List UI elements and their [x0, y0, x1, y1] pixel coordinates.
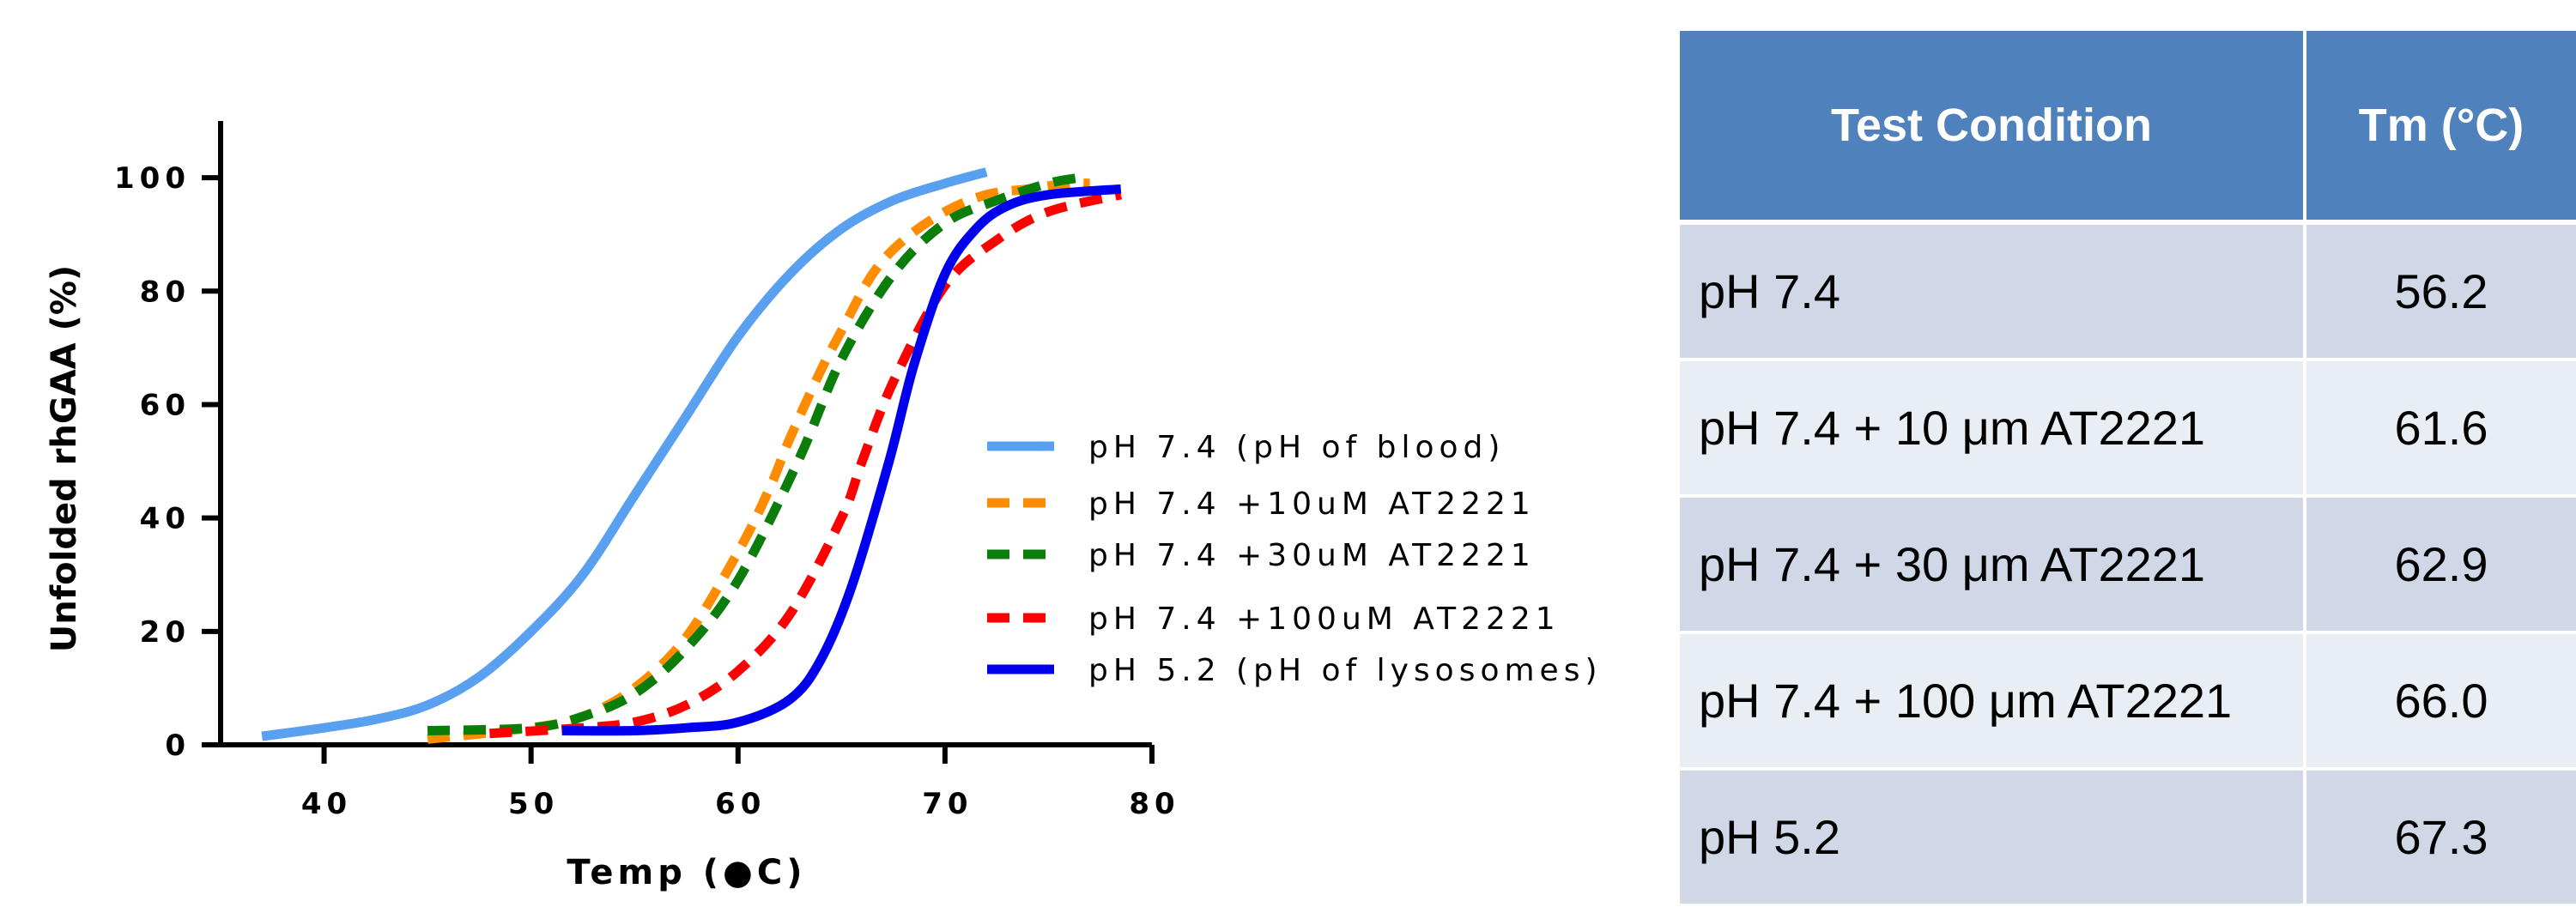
- y-tick-label: 60: [140, 388, 191, 422]
- y-tick-label: 100: [114, 161, 191, 196]
- table-header-row: Test Condition Tm (°C): [1680, 31, 2576, 225]
- table-row: pH 7.4 + 30 μm AT2221 62.9: [1680, 496, 2576, 634]
- x-tick-label: 50: [508, 787, 559, 821]
- chart-svg: 40 50 60 70 80 0 20 40 60 80 100 Temp (●C) Unfolded …: [45, 121, 1603, 892]
- melting-curve-chart: 40 50 60 70 80 0 20 40 60 80 100 Temp (●C) Unfolded …: [45, 121, 1603, 892]
- row-tm: 66.0: [2305, 632, 2576, 771]
- x-tick-label: 70: [922, 787, 973, 821]
- series-line-2: [427, 178, 1090, 744]
- table-row: pH 7.4 56.2: [1680, 222, 2576, 361]
- row-tm: 61.6: [2305, 360, 2576, 498]
- row-condition: pH 5.2: [1680, 769, 2306, 907]
- y-axis-title: Unfolded rhGAA (%): [45, 265, 84, 652]
- x-axis-title: Temp (●C): [567, 853, 806, 892]
- header-test-condition: Test Condition: [1680, 31, 2306, 225]
- y-tick-label: 40: [140, 502, 191, 536]
- series-line-3: [427, 172, 1081, 735]
- row-tm: 56.2: [2305, 222, 2576, 361]
- legend-label: pH 7.4 (pH of blood): [1088, 430, 1505, 465]
- y-tick-label: 20: [140, 615, 191, 650]
- x-tick-label: 60: [715, 787, 766, 821]
- series-line-1: [261, 167, 988, 741]
- y-tick-label: 0: [165, 729, 191, 763]
- series-line-4: [489, 190, 1123, 739]
- row-tm: 67.3: [2305, 769, 2576, 907]
- series-line-5: [561, 184, 1122, 736]
- legend-label: pH 7.4 +100uM AT2221: [1088, 602, 1561, 637]
- legend-label: pH 7.4 +10uM AT2221: [1088, 487, 1536, 522]
- header-tm: Tm (°C): [2305, 31, 2576, 225]
- y-tick-label: 80: [140, 275, 191, 309]
- row-condition: pH 7.4 + 10 μm AT2221: [1680, 360, 2306, 498]
- table-row: pH 7.4 + 100 μm AT2221 66.0: [1680, 632, 2576, 771]
- row-condition: pH 7.4 + 100 μm AT2221: [1680, 632, 2306, 771]
- tm-results-table: Test Condition Tm (°C) pH 7.4 56.2 pH 7.…: [1680, 31, 2576, 907]
- row-condition: pH 7.4 + 30 μm AT2221: [1680, 496, 2306, 634]
- row-tm: 62.9: [2305, 496, 2576, 634]
- table-row: pH 7.4 + 10 μm AT2221 61.6: [1680, 360, 2576, 498]
- x-tick-label: 40: [301, 787, 352, 821]
- legend-label: pH 7.4 +30uM AT2221: [1088, 538, 1536, 573]
- legend-label: pH 5.2 (pH of lysosomes): [1088, 653, 1603, 688]
- x-tick-label: 80: [1129, 787, 1179, 821]
- row-condition: pH 7.4: [1680, 222, 2306, 361]
- table-row: pH 5.2 67.3: [1680, 769, 2576, 907]
